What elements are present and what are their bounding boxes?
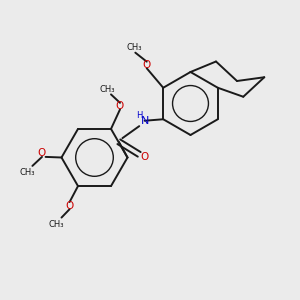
Text: O: O bbox=[140, 152, 149, 162]
Text: H: H bbox=[136, 111, 143, 120]
Text: CH₃: CH₃ bbox=[126, 43, 142, 52]
Text: O: O bbox=[38, 148, 46, 158]
Text: CH₃: CH₃ bbox=[100, 85, 115, 94]
Text: CH₃: CH₃ bbox=[19, 168, 35, 177]
Text: O: O bbox=[142, 60, 151, 70]
Text: CH₃: CH₃ bbox=[49, 220, 64, 229]
Text: O: O bbox=[116, 100, 124, 110]
Text: O: O bbox=[65, 201, 74, 211]
Text: N: N bbox=[140, 116, 149, 126]
